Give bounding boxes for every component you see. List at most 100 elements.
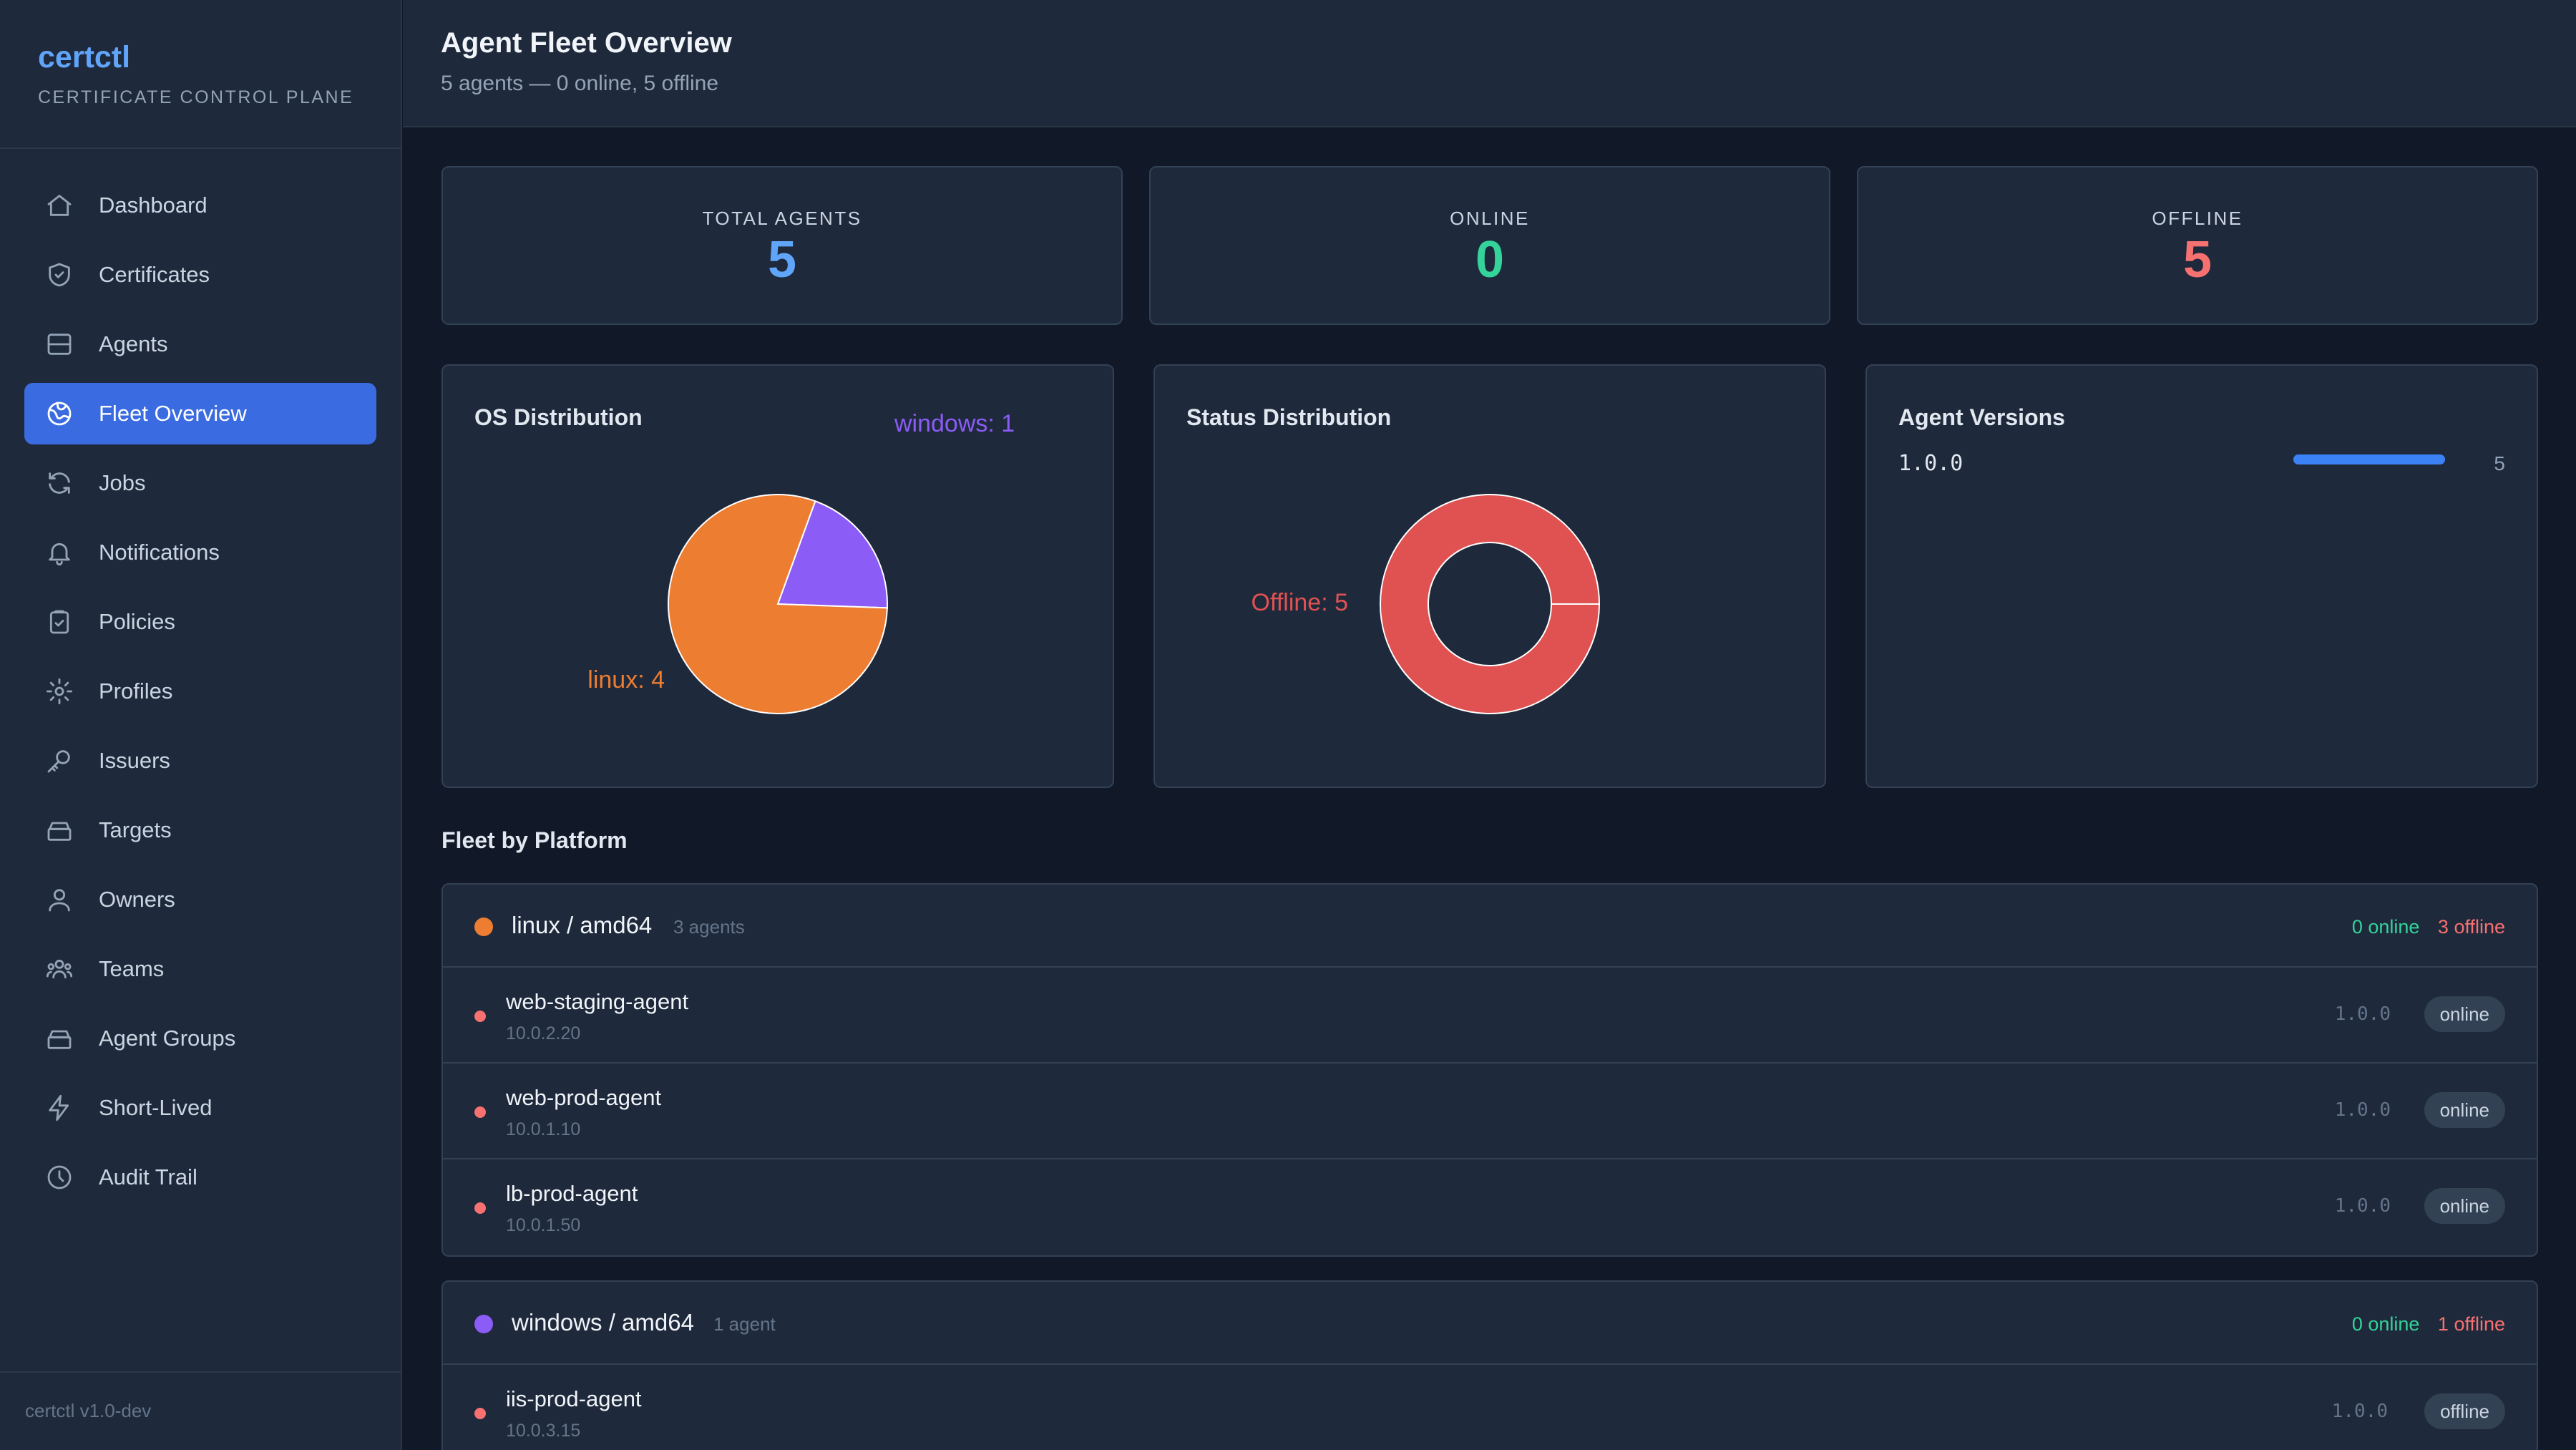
platform-group-header[interactable]: linux / amd64 3 agents 0 online 3 offlin… [443,885,2537,968]
panel-title: Status Distribution [1186,404,1392,430]
agent-row[interactable]: web-staging-agent 10.0.2.20 1.0.0 online [443,968,2537,1064]
os-distribution-panel: OS Distribution windows: 1 linux: 4 [441,364,1114,788]
platform-color-dot [474,918,493,936]
gear-icon [44,676,74,706]
agent-ip: 10.0.2.20 [506,1023,581,1043]
users-icon [44,954,74,984]
panel-title: OS Distribution [474,404,643,430]
agent-ip: 10.0.1.50 [506,1215,581,1235]
stat-card-total: TOTAL AGENTS 5 [441,166,1123,325]
sidebar-item-label: Agent Groups [99,1026,236,1051]
version-count: 5 [2494,452,2505,475]
agent-ip: 10.0.1.10 [506,1119,581,1139]
stack-icon [44,815,74,845]
os-distribution-chart: windows: 1 linux: 4 [587,410,1015,714]
sidebar-item-label: Agents [99,331,168,356]
sidebar-item-label: Teams [99,956,165,981]
sidebar: certctl CERTIFICATE CONTROL PLANE Dashbo… [0,0,402,1450]
page-title: Agent Fleet Overview [441,27,732,59]
section-title: Fleet by Platform [441,827,628,853]
sidebar-item-label: Dashboard [99,193,208,218]
agent-version: 1.0.0 [2331,1401,2388,1422]
page-header: Agent Fleet Overview 5 agents — 0 online… [403,0,2576,127]
agent-version: 1.0.0 [2334,1195,2391,1217]
stat-value: 5 [2182,231,2212,288]
agent-status-dot [474,1202,486,1214]
sidebar-item-label: Issuers [99,748,170,773]
stat-value: 5 [767,231,797,288]
version-label: certctl v1.0-dev [25,1400,152,1421]
agent-row[interactable]: iis-prod-agent 10.0.3.15 1.0.0 offline [443,1365,2537,1450]
sidebar-item-fleet-overview[interactable]: Fleet Overview [24,383,376,444]
sidebar-item-notifications[interactable]: Notifications [24,522,376,583]
agent-version: 1.0.0 [2334,1099,2391,1121]
agent-status-dot [474,1011,486,1022]
platform-name: windows / amd64 [512,1309,694,1335]
sidebar-item-policies[interactable]: Policies [24,591,376,653]
sidebar-item-label: Short-Lived [99,1095,213,1120]
status-badge: online [2424,1188,2505,1224]
sidebar-item-label: Jobs [99,470,146,495]
version-label: 1.0.0 [1898,451,1963,476]
platform-color-dot [474,1315,493,1333]
platform-name: linux / amd64 [512,912,653,938]
offline-count: 3 offline [2437,916,2505,938]
bell-icon [44,537,74,568]
home-icon [44,190,74,220]
stack-icon [44,1023,74,1054]
platform-status-summary: 0 online 3 offline [2352,916,2505,938]
sidebar-item-agent-groups[interactable]: Agent Groups [24,1008,376,1069]
sidebar-item-dashboard[interactable]: Dashboard [24,175,376,236]
app-tagline: CERTIFICATE CONTROL PLANE [38,87,354,107]
stat-label: OFFLINE [2152,208,2243,229]
stat-label: TOTAL AGENTS [702,208,862,229]
sidebar-item-label: Certificates [99,262,210,287]
sidebar-nav: Dashboard Certificates Agents Fleet Over… [24,175,376,1216]
agent-versions-panel: Agent Versions 1.0.0 5 [1865,364,2538,788]
agent-name: iis-prod-agent [506,1386,642,1411]
sidebar-item-teams[interactable]: Teams [24,938,376,1000]
online-count: 0 online [2351,916,2420,938]
sidebar-item-label: Policies [99,609,175,634]
stat-card-online: ONLINE 0 [1149,166,1830,325]
pie-slice [668,494,888,714]
platform-group-windows: windows / amd64 1 agent 0 online 1 offli… [441,1280,2538,1450]
sidebar-item-issuers[interactable]: Issuers [24,730,376,792]
sidebar-item-audit-trail[interactable]: Audit Trail [24,1147,376,1208]
stat-label: ONLINE [1450,208,1530,229]
sidebar-item-label: Owners [99,887,175,912]
agent-version: 1.0.0 [2334,1003,2391,1025]
sidebar-item-profiles[interactable]: Profiles [24,661,376,722]
agent-versions-chart: 1.0.0 5 [1898,451,2505,476]
sidebar-item-agents[interactable]: Agents [24,313,376,375]
sidebar-item-short-lived[interactable]: Short-Lived [24,1077,376,1139]
platform-agent-count: 1 agent [713,1313,776,1335]
panel-title: Agent Versions [1898,404,2065,430]
globe-icon [44,399,74,429]
app-logo-text[interactable]: certctl [38,40,131,74]
clock-icon [44,1162,74,1192]
platform-status-summary: 0 online 1 offline [2352,1313,2505,1335]
agent-status-dot [474,1106,486,1118]
platform-group-linux: linux / amd64 3 agents 0 online 3 offlin… [441,883,2538,1257]
agent-status-dot [474,1408,486,1419]
sidebar-item-label: Notifications [99,540,220,565]
donut-slice [1380,494,1601,714]
agent-name: lb-prod-agent [506,1181,638,1206]
platform-group-header[interactable]: windows / amd64 1 agent 0 online 1 offli… [443,1282,2537,1365]
sidebar-item-certificates[interactable]: Certificates [24,244,376,306]
sidebar-item-targets[interactable]: Targets [24,799,376,861]
sidebar-item-owners[interactable]: Owners [24,869,376,930]
clipboard-check-icon [44,607,74,637]
platform-agent-count: 3 agents [673,916,745,938]
sidebar-item-label: Targets [99,817,172,842]
sidebar-item-jobs[interactable]: Jobs [24,452,376,514]
refresh-icon [44,468,74,498]
donut-slice-label: Offline: 5 [1252,589,1348,616]
agent-row[interactable]: lb-prod-agent 10.0.1.50 1.0.0 online [443,1159,2537,1255]
status-badge: offline [2424,1393,2505,1429]
agent-row[interactable]: web-prod-agent 10.0.1.10 1.0.0 online [443,1064,2537,1159]
status-distribution-chart: Offline: 5 [1252,494,1601,714]
agent-ip: 10.0.3.15 [506,1421,581,1441]
sidebar-item-label: Profiles [99,678,173,704]
